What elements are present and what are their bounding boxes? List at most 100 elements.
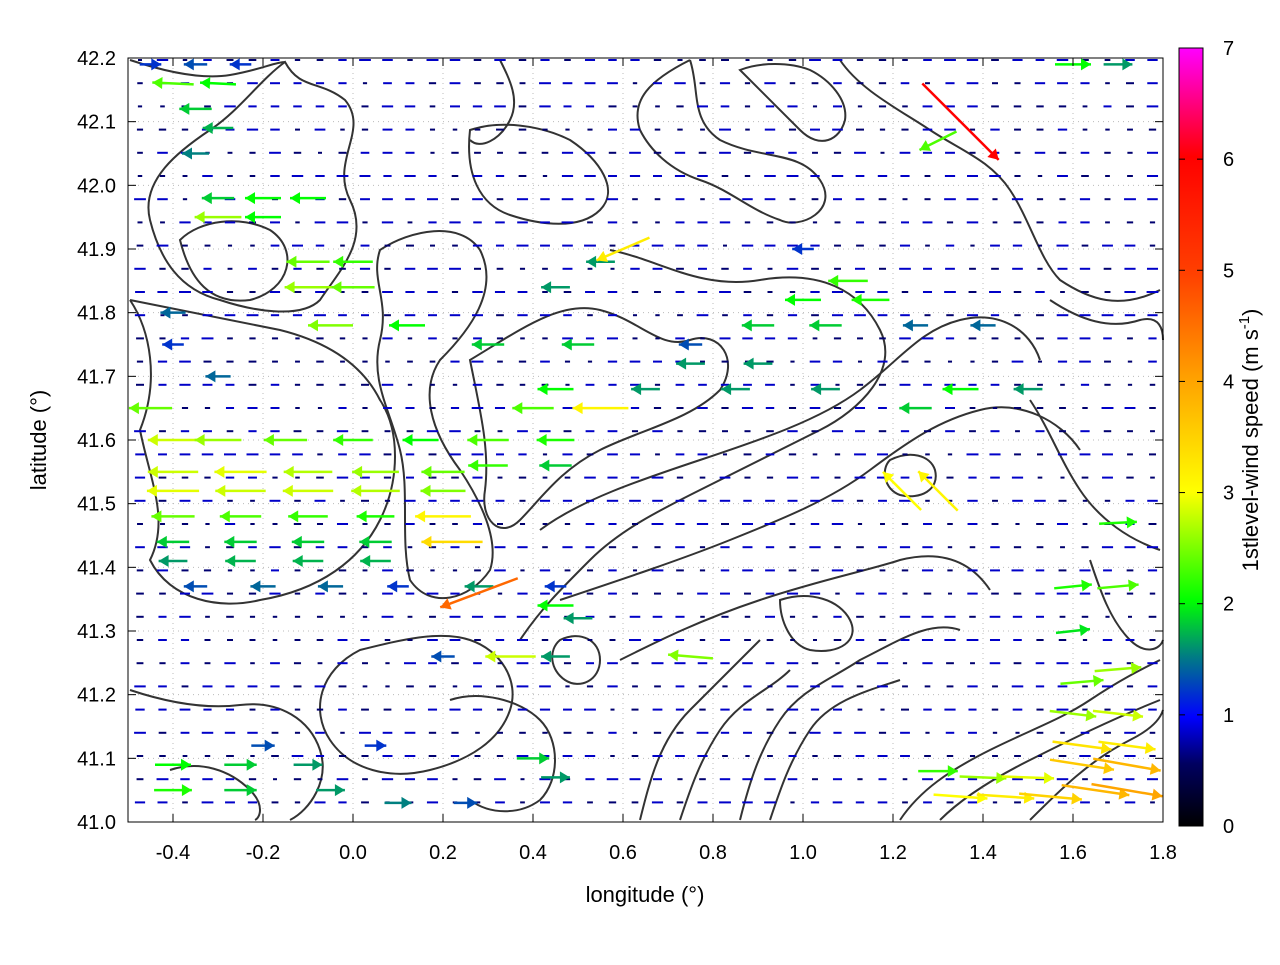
wind-vector bbox=[201, 192, 235, 205]
y-tick-label: 41.4 bbox=[77, 557, 116, 579]
wind-vector bbox=[263, 434, 308, 446]
wind-vector bbox=[1054, 579, 1092, 592]
wind-vector bbox=[453, 796, 478, 809]
colorbar-title: 1stlevel-wind speed (m s-1) bbox=[1236, 309, 1263, 572]
wind-vector bbox=[1055, 624, 1091, 637]
wind-vector bbox=[317, 580, 344, 593]
colorbar-tick-label: 7 bbox=[1223, 38, 1234, 60]
colorbar-tick-label: 2 bbox=[1223, 594, 1234, 616]
colorbar-title-main: 1stlevel-wind speed (m s bbox=[1238, 329, 1263, 571]
wind-vector bbox=[421, 535, 483, 548]
y-tick-label: 41.1 bbox=[77, 748, 116, 770]
wind-vector bbox=[544, 580, 567, 593]
colorbar-tick-label: 4 bbox=[1223, 371, 1234, 393]
wind-vector bbox=[902, 319, 929, 332]
wind-vector bbox=[721, 383, 750, 396]
wind-vector bbox=[439, 577, 519, 610]
colorbar-tick-label: 3 bbox=[1223, 483, 1234, 505]
wind-vector bbox=[1094, 662, 1142, 675]
wind-vector bbox=[1052, 740, 1112, 755]
wind-vector bbox=[541, 281, 570, 294]
wind-vector bbox=[147, 465, 199, 478]
wind-vector bbox=[631, 383, 660, 396]
y-tick-label: 41.9 bbox=[77, 239, 116, 261]
wind-vector bbox=[214, 465, 267, 478]
wind-vector bbox=[219, 510, 262, 523]
x-tick-label: 1.0 bbox=[789, 842, 817, 864]
wind-vector bbox=[741, 319, 775, 332]
colorbar-tick-label: 5 bbox=[1223, 260, 1234, 282]
wind-vector bbox=[156, 535, 190, 548]
wind-vector bbox=[516, 752, 550, 765]
wind-vector bbox=[431, 650, 455, 663]
wind-vector bbox=[1061, 783, 1130, 800]
wind-vector bbox=[293, 758, 323, 771]
wind-vector bbox=[351, 484, 400, 497]
wind-vector bbox=[1091, 782, 1163, 801]
colorbar: 0 1 2 3 4 5 6 7 1stlevel-wind speed (m s-1) bbox=[1178, 38, 1263, 838]
wind-vector bbox=[1099, 516, 1137, 529]
wind-vector bbox=[942, 383, 979, 396]
wind-vector bbox=[572, 402, 629, 415]
wind-vector bbox=[1103, 58, 1133, 71]
wind-vector bbox=[284, 281, 332, 294]
wind-vector bbox=[785, 293, 821, 306]
x-tick-label: -0.2 bbox=[246, 842, 280, 864]
wind-vector bbox=[333, 255, 373, 268]
y-axis-ticks: 41.0 41.1 41.2 41.3 41.4 41.5 41.6 41.7 41.8 41.9… bbox=[77, 48, 1163, 834]
colorbar-gradient bbox=[1178, 47, 1204, 827]
wind-vector bbox=[283, 465, 333, 478]
y-tick-label: 42.1 bbox=[77, 112, 116, 134]
wind-vector bbox=[811, 383, 840, 396]
y-tick-label: 41.3 bbox=[77, 621, 116, 643]
wind-vector bbox=[1060, 674, 1104, 687]
wind-vector bbox=[464, 580, 494, 593]
wind-vector bbox=[415, 510, 471, 523]
wind-vector bbox=[421, 465, 465, 478]
wind-vector bbox=[147, 434, 199, 446]
wind-vector bbox=[288, 510, 328, 523]
wind-vector bbox=[596, 236, 650, 262]
wind-vector bbox=[918, 130, 958, 152]
x-tick-label: 1.4 bbox=[969, 842, 997, 864]
wind-vector bbox=[1093, 757, 1161, 775]
wind-vector bbox=[229, 58, 252, 71]
wind-vector bbox=[536, 434, 575, 446]
wind-vector bbox=[561, 338, 595, 351]
wind-vector bbox=[155, 758, 191, 771]
wind-vector bbox=[331, 281, 375, 294]
wind-vector bbox=[359, 535, 392, 548]
x-tick-label: 0.6 bbox=[609, 842, 637, 864]
wind-vector bbox=[333, 434, 373, 446]
wind-vector bbox=[224, 535, 257, 548]
colorbar-title-close: ) bbox=[1238, 309, 1263, 316]
wind-vector bbox=[292, 554, 324, 567]
wind-vector bbox=[225, 554, 256, 567]
y-tick-label: 41.0 bbox=[77, 812, 116, 834]
wind-vector bbox=[364, 739, 387, 752]
colorbar-title-exponent: -1 bbox=[1236, 316, 1253, 329]
wind-vectors bbox=[128, 58, 1163, 809]
wind-vector bbox=[1019, 792, 1082, 805]
wind-vector bbox=[851, 293, 890, 306]
wind-vector bbox=[563, 612, 593, 625]
wind-vector bbox=[586, 255, 615, 268]
wind-vector bbox=[1097, 579, 1139, 592]
wind-vector bbox=[1001, 772, 1055, 785]
wind-vector bbox=[384, 796, 412, 809]
x-tick-label: 0.0 bbox=[339, 842, 367, 864]
wind-vector bbox=[917, 470, 959, 512]
wind-vector bbox=[828, 274, 868, 287]
colorbar-ticks: 0 1 2 3 4 5 6 7 bbox=[1179, 38, 1234, 838]
wind-vector bbox=[194, 434, 242, 446]
wind-vector bbox=[160, 306, 186, 319]
wind-vector bbox=[1049, 758, 1115, 775]
wind-vector bbox=[678, 338, 703, 351]
wind-vector bbox=[202, 122, 234, 135]
wind-vector bbox=[308, 319, 353, 332]
x-axis-title: longitude (°) bbox=[586, 882, 705, 907]
colorbar-tick-label: 0 bbox=[1223, 816, 1234, 838]
wind-vector bbox=[139, 58, 162, 71]
wind-vector bbox=[151, 510, 195, 523]
